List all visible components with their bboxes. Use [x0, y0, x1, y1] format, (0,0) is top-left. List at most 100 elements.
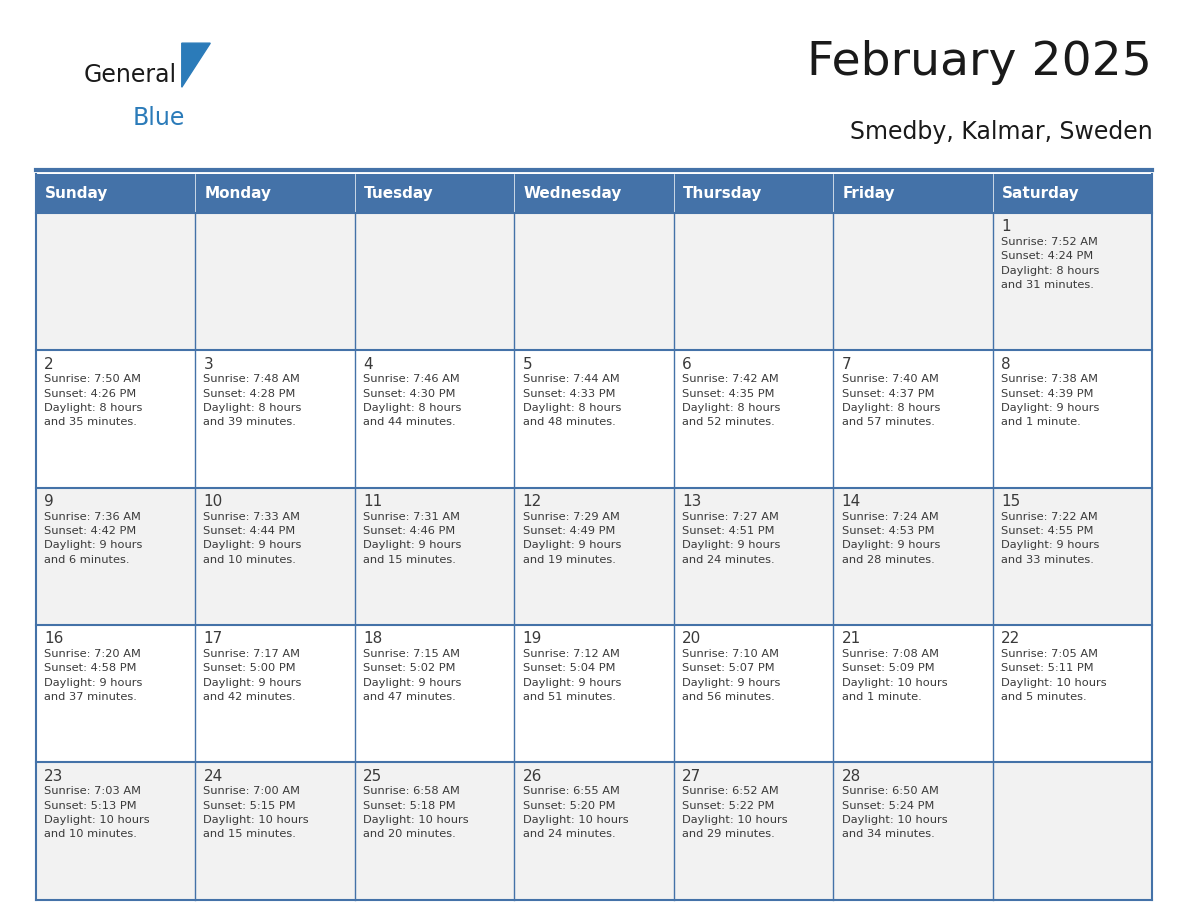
Text: Sunrise: 7:17 AM
Sunset: 5:00 PM
Daylight: 9 hours
and 42 minutes.: Sunrise: 7:17 AM Sunset: 5:00 PM Dayligh… [203, 649, 302, 702]
FancyBboxPatch shape [514, 487, 674, 625]
Text: 17: 17 [203, 632, 222, 646]
Text: 2: 2 [44, 357, 53, 372]
Text: Monday: Monday [204, 186, 272, 201]
FancyBboxPatch shape [36, 762, 195, 900]
FancyBboxPatch shape [195, 625, 355, 762]
Text: Thursday: Thursday [683, 186, 763, 201]
Text: Sunrise: 7:46 AM
Sunset: 4:30 PM
Daylight: 8 hours
and 44 minutes.: Sunrise: 7:46 AM Sunset: 4:30 PM Dayligh… [364, 375, 461, 428]
Text: 26: 26 [523, 768, 542, 784]
Text: Sunrise: 6:58 AM
Sunset: 5:18 PM
Daylight: 10 hours
and 20 minutes.: Sunrise: 6:58 AM Sunset: 5:18 PM Dayligh… [364, 786, 468, 839]
FancyBboxPatch shape [674, 625, 833, 762]
FancyBboxPatch shape [514, 762, 674, 900]
Text: Sunrise: 7:22 AM
Sunset: 4:55 PM
Daylight: 9 hours
and 33 minutes.: Sunrise: 7:22 AM Sunset: 4:55 PM Dayligh… [1001, 511, 1100, 565]
FancyBboxPatch shape [674, 351, 833, 487]
Text: Sunday: Sunday [45, 186, 108, 201]
FancyBboxPatch shape [195, 213, 355, 351]
Text: 22: 22 [1001, 632, 1020, 646]
FancyBboxPatch shape [674, 762, 833, 900]
FancyBboxPatch shape [514, 174, 674, 213]
FancyBboxPatch shape [36, 625, 195, 762]
Text: 3: 3 [203, 357, 213, 372]
Text: Sunrise: 7:27 AM
Sunset: 4:51 PM
Daylight: 9 hours
and 24 minutes.: Sunrise: 7:27 AM Sunset: 4:51 PM Dayligh… [682, 511, 781, 565]
Text: 25: 25 [364, 768, 383, 784]
Text: 18: 18 [364, 632, 383, 646]
Text: February 2025: February 2025 [808, 40, 1152, 85]
Text: Saturday: Saturday [1003, 186, 1080, 201]
Text: Sunrise: 7:15 AM
Sunset: 5:02 PM
Daylight: 9 hours
and 47 minutes.: Sunrise: 7:15 AM Sunset: 5:02 PM Dayligh… [364, 649, 461, 702]
Text: Sunrise: 7:00 AM
Sunset: 5:15 PM
Daylight: 10 hours
and 15 minutes.: Sunrise: 7:00 AM Sunset: 5:15 PM Dayligh… [203, 786, 309, 839]
Text: Sunrise: 7:12 AM
Sunset: 5:04 PM
Daylight: 9 hours
and 51 minutes.: Sunrise: 7:12 AM Sunset: 5:04 PM Dayligh… [523, 649, 621, 702]
FancyBboxPatch shape [355, 174, 514, 213]
FancyBboxPatch shape [993, 213, 1152, 351]
FancyBboxPatch shape [993, 174, 1152, 213]
Text: 13: 13 [682, 494, 701, 509]
Text: 24: 24 [203, 768, 222, 784]
FancyBboxPatch shape [833, 625, 993, 762]
Text: Sunrise: 7:24 AM
Sunset: 4:53 PM
Daylight: 9 hours
and 28 minutes.: Sunrise: 7:24 AM Sunset: 4:53 PM Dayligh… [841, 511, 940, 565]
Text: 15: 15 [1001, 494, 1020, 509]
FancyBboxPatch shape [514, 213, 674, 351]
Text: 20: 20 [682, 632, 701, 646]
Text: 4: 4 [364, 357, 373, 372]
FancyBboxPatch shape [195, 487, 355, 625]
Text: 14: 14 [841, 494, 861, 509]
FancyBboxPatch shape [355, 625, 514, 762]
Text: Blue: Blue [133, 106, 185, 130]
FancyBboxPatch shape [993, 762, 1152, 900]
FancyBboxPatch shape [833, 762, 993, 900]
FancyBboxPatch shape [355, 213, 514, 351]
FancyBboxPatch shape [36, 174, 195, 213]
Text: 23: 23 [44, 768, 63, 784]
FancyBboxPatch shape [514, 351, 674, 487]
Text: Tuesday: Tuesday [365, 186, 434, 201]
FancyBboxPatch shape [674, 213, 833, 351]
Text: Sunrise: 7:29 AM
Sunset: 4:49 PM
Daylight: 9 hours
and 19 minutes.: Sunrise: 7:29 AM Sunset: 4:49 PM Dayligh… [523, 511, 621, 565]
Text: Sunrise: 7:31 AM
Sunset: 4:46 PM
Daylight: 9 hours
and 15 minutes.: Sunrise: 7:31 AM Sunset: 4:46 PM Dayligh… [364, 511, 461, 565]
Polygon shape [182, 43, 210, 87]
FancyBboxPatch shape [674, 174, 833, 213]
Text: Sunrise: 7:42 AM
Sunset: 4:35 PM
Daylight: 8 hours
and 52 minutes.: Sunrise: 7:42 AM Sunset: 4:35 PM Dayligh… [682, 375, 781, 428]
Text: Sunrise: 7:20 AM
Sunset: 4:58 PM
Daylight: 9 hours
and 37 minutes.: Sunrise: 7:20 AM Sunset: 4:58 PM Dayligh… [44, 649, 143, 702]
Text: Sunrise: 6:55 AM
Sunset: 5:20 PM
Daylight: 10 hours
and 24 minutes.: Sunrise: 6:55 AM Sunset: 5:20 PM Dayligh… [523, 786, 628, 839]
FancyBboxPatch shape [36, 487, 195, 625]
Text: Sunrise: 7:40 AM
Sunset: 4:37 PM
Daylight: 8 hours
and 57 minutes.: Sunrise: 7:40 AM Sunset: 4:37 PM Dayligh… [841, 375, 940, 428]
Text: 11: 11 [364, 494, 383, 509]
Text: 6: 6 [682, 357, 691, 372]
Text: Sunrise: 6:50 AM
Sunset: 5:24 PM
Daylight: 10 hours
and 34 minutes.: Sunrise: 6:50 AM Sunset: 5:24 PM Dayligh… [841, 786, 947, 839]
Text: Sunrise: 7:03 AM
Sunset: 5:13 PM
Daylight: 10 hours
and 10 minutes.: Sunrise: 7:03 AM Sunset: 5:13 PM Dayligh… [44, 786, 150, 839]
Text: General: General [83, 63, 176, 87]
Text: 12: 12 [523, 494, 542, 509]
Text: 16: 16 [44, 632, 63, 646]
Text: 1: 1 [1001, 219, 1011, 234]
FancyBboxPatch shape [993, 351, 1152, 487]
Text: Sunrise: 7:36 AM
Sunset: 4:42 PM
Daylight: 9 hours
and 6 minutes.: Sunrise: 7:36 AM Sunset: 4:42 PM Dayligh… [44, 511, 143, 565]
FancyBboxPatch shape [833, 487, 993, 625]
Text: Friday: Friday [842, 186, 896, 201]
FancyBboxPatch shape [833, 351, 993, 487]
Text: Sunrise: 7:50 AM
Sunset: 4:26 PM
Daylight: 8 hours
and 35 minutes.: Sunrise: 7:50 AM Sunset: 4:26 PM Dayligh… [44, 375, 143, 428]
Text: 8: 8 [1001, 357, 1011, 372]
FancyBboxPatch shape [195, 174, 355, 213]
FancyBboxPatch shape [993, 487, 1152, 625]
Text: Wednesday: Wednesday [524, 186, 623, 201]
Text: Sunrise: 7:08 AM
Sunset: 5:09 PM
Daylight: 10 hours
and 1 minute.: Sunrise: 7:08 AM Sunset: 5:09 PM Dayligh… [841, 649, 947, 702]
FancyBboxPatch shape [514, 625, 674, 762]
Text: Sunrise: 6:52 AM
Sunset: 5:22 PM
Daylight: 10 hours
and 29 minutes.: Sunrise: 6:52 AM Sunset: 5:22 PM Dayligh… [682, 786, 788, 839]
Text: 28: 28 [841, 768, 861, 784]
Text: 9: 9 [44, 494, 53, 509]
Text: 10: 10 [203, 494, 222, 509]
Text: 7: 7 [841, 357, 852, 372]
Text: 5: 5 [523, 357, 532, 372]
Text: Smedby, Kalmar, Sweden: Smedby, Kalmar, Sweden [849, 120, 1152, 144]
Text: Sunrise: 7:05 AM
Sunset: 5:11 PM
Daylight: 10 hours
and 5 minutes.: Sunrise: 7:05 AM Sunset: 5:11 PM Dayligh… [1001, 649, 1107, 702]
Text: Sunrise: 7:38 AM
Sunset: 4:39 PM
Daylight: 9 hours
and 1 minute.: Sunrise: 7:38 AM Sunset: 4:39 PM Dayligh… [1001, 375, 1100, 428]
Text: Sunrise: 7:33 AM
Sunset: 4:44 PM
Daylight: 9 hours
and 10 minutes.: Sunrise: 7:33 AM Sunset: 4:44 PM Dayligh… [203, 511, 302, 565]
FancyBboxPatch shape [833, 213, 993, 351]
FancyBboxPatch shape [36, 213, 195, 351]
Text: 21: 21 [841, 632, 861, 646]
FancyBboxPatch shape [993, 625, 1152, 762]
FancyBboxPatch shape [355, 487, 514, 625]
Text: Sunrise: 7:52 AM
Sunset: 4:24 PM
Daylight: 8 hours
and 31 minutes.: Sunrise: 7:52 AM Sunset: 4:24 PM Dayligh… [1001, 237, 1100, 290]
FancyBboxPatch shape [195, 351, 355, 487]
Text: Sunrise: 7:44 AM
Sunset: 4:33 PM
Daylight: 8 hours
and 48 minutes.: Sunrise: 7:44 AM Sunset: 4:33 PM Dayligh… [523, 375, 621, 428]
